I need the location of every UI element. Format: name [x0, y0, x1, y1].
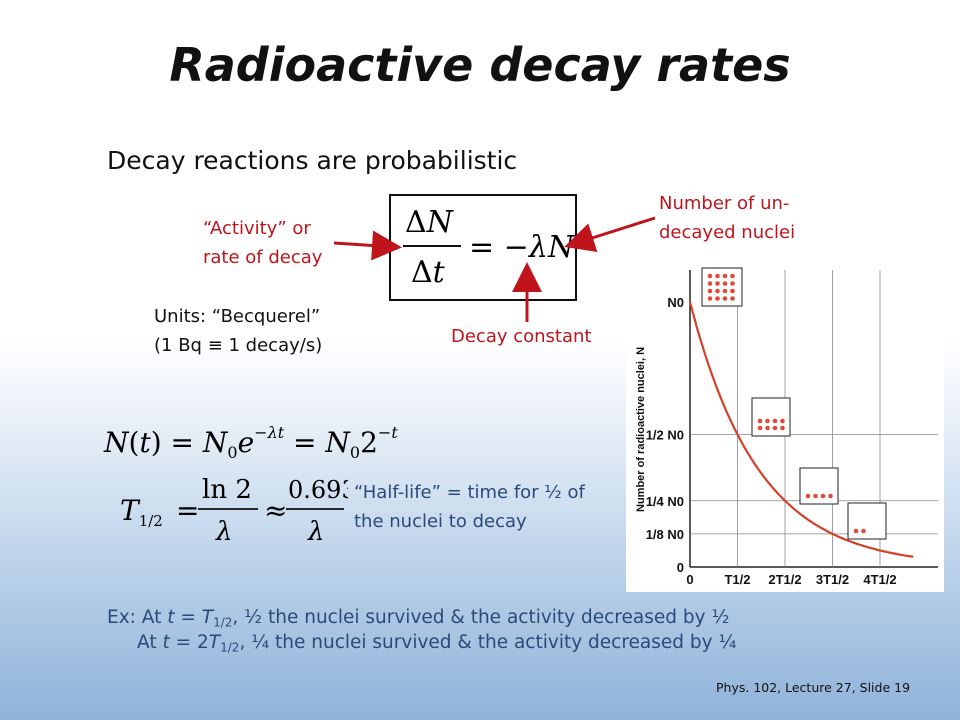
nucleus-dot — [730, 288, 735, 294]
example-line1-suffix: , ½ the nuclei survived & the activity d… — [232, 607, 730, 628]
nucleus-dot — [715, 281, 720, 286]
x-tick-label-2: 2T1/2 — [768, 572, 801, 587]
nucleus-dot — [715, 273, 720, 279]
dot-box-1 — [751, 397, 791, 437]
half-life-equation: T1/2 = ln 2 λ ≈ 0.693 λ — [120, 475, 348, 547]
nucleus-dot — [772, 425, 778, 431]
x-tick-label-1: T1/2 — [724, 572, 750, 587]
nucleus-dot — [730, 296, 735, 301]
half-life-text: “Half-life” = time for ½ of the nuclei t… — [354, 478, 585, 536]
example-line2-prefix: At — [137, 632, 163, 653]
example-line-1: Ex: At t = T1/2, ½ the nuclei survived &… — [107, 607, 730, 630]
rate-equation: ΔN Δt = −λN — [403, 205, 576, 290]
svg-text:N(t) = N0e−λt = N02−t / T1/2: N(t) = N0e−λt = N02−t / T1/2 — [103, 423, 400, 462]
rate-equation-box: ΔN Δt = −λN — [389, 194, 577, 301]
dot-box-3 — [847, 502, 887, 540]
activity-arrow — [333, 230, 402, 261]
nucleus-dot — [853, 528, 859, 534]
nucleus-dot — [707, 296, 713, 301]
units-line1: Units: “Becquerel” — [154, 306, 321, 327]
nucleus-dot — [707, 273, 713, 279]
svg-text:ln 2: ln 2 — [202, 475, 252, 505]
x-tick-label-3: 3T1/2 — [816, 572, 849, 587]
nucleus-dot — [820, 493, 826, 499]
nucleus-dot — [707, 281, 713, 286]
nucleus-dot — [715, 296, 720, 301]
svg-text:λ: λ — [307, 517, 324, 547]
eq-numerator: ΔN — [405, 205, 455, 240]
nucleus-dot — [780, 425, 785, 431]
nucleus-dot — [861, 528, 866, 534]
nucleus-dot — [722, 281, 728, 286]
nucleus-dot — [722, 296, 728, 301]
decay-constant-label: Decay constant — [451, 326, 592, 347]
nucleus-dot — [757, 418, 763, 424]
decay-chart-svg: 0 1/8 N0 1/4 N0 1/2 N0 N0 0 T1/2 2T1/2 3T1/2 4T1/… — [635, 267, 938, 587]
nucleus-dot — [707, 288, 713, 294]
subtitle: Decay reactions are probabilistic — [107, 146, 518, 175]
decay-curve — [688, 301, 914, 558]
eq-rhs: = −λN — [469, 230, 575, 265]
svg-text:=: = — [176, 494, 199, 527]
footer: Phys. 102, Lecture 27, Slide 19 — [716, 680, 911, 695]
y-tick-label-4: N0 — [667, 295, 684, 310]
nucleus-dot — [772, 418, 778, 424]
decay-law-equation: N(t) = N0e−λt = N02−t / T1/2 — [103, 423, 400, 462]
y-tick-label-1: 1/8 N0 — [646, 527, 684, 542]
decay-chart: 0 1/8 N0 1/4 N0 1/2 N0 N0 0 T1/2 2T1/2 3T1/2 4T1/… — [626, 262, 944, 592]
nucleus-dot — [765, 425, 770, 431]
activity-label-line2: rate of decay — [203, 247, 323, 268]
example-line-2: At t = 2T1/2, ¼ the nuclei survived & th… — [137, 632, 737, 655]
nucleus-dot — [722, 273, 728, 279]
nucleus-dot — [765, 418, 770, 424]
nucleus-dot — [722, 288, 728, 294]
page-title: Radioactive decay rates — [169, 38, 791, 92]
svg-text:0.693: 0.693 — [288, 476, 348, 504]
number-label-line1: Number of un- — [659, 193, 790, 214]
y-tick-label-0: 0 — [677, 560, 684, 575]
nucleus-dot — [730, 273, 735, 279]
number-arrow — [564, 216, 656, 253]
x-tick-label-0: 0 — [686, 572, 693, 587]
units-line2: (1 Bq ≡ 1 decay/s) — [154, 335, 323, 356]
example-line2-suffix: , ¼ the nuclei survived & the activity d… — [239, 632, 737, 653]
y-tick-label-3: 1/2 N0 — [646, 428, 684, 443]
dot-box-0 — [701, 267, 743, 307]
example-line1-prefix: Ex: At — [107, 607, 168, 628]
number-label: Number of un- decayed nuclei — [659, 189, 795, 247]
svg-text:λ: λ — [215, 517, 232, 547]
nucleus-dot — [828, 493, 833, 499]
half-life-line2: the nuclei to decay — [354, 511, 527, 532]
nucleus-dot — [780, 418, 785, 424]
units-text: Units: “Becquerel” (1 Bq ≡ 1 decay/s) — [154, 302, 322, 360]
half-life-line1: “Half-life” = time for ½ of — [354, 482, 585, 503]
y-axis-label: Number of radioactive nuclei, N — [635, 347, 647, 512]
dot-box-2 — [799, 467, 839, 505]
nucleus-dot — [813, 493, 818, 499]
svg-text:≈: ≈ — [264, 494, 287, 527]
nucleus-dot — [757, 425, 763, 431]
eq-denominator: Δt — [411, 255, 446, 290]
activity-label: “Activity” or rate of decay — [203, 214, 322, 272]
nucleus-dot — [715, 288, 720, 294]
svg-text:T1/2: T1/2 — [120, 494, 163, 530]
nucleus-dot — [805, 493, 811, 499]
number-label-line2: decayed nuclei — [659, 222, 796, 243]
x-tick-label-4: 4T1/2 — [863, 572, 896, 587]
activity-label-line1: “Activity” or — [203, 218, 311, 239]
nucleus-dot — [730, 281, 735, 286]
y-tick-label-2: 1/4 N0 — [646, 494, 684, 509]
